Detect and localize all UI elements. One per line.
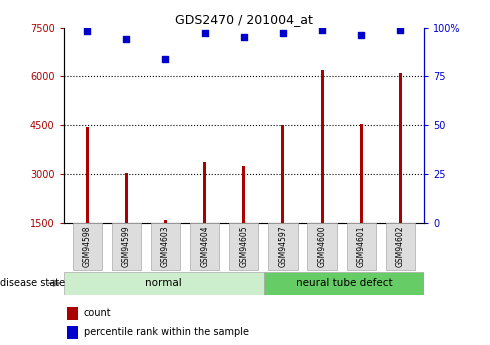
Point bbox=[279, 31, 287, 36]
Bar bbox=[320, 70, 323, 223]
Text: GSM94605: GSM94605 bbox=[239, 226, 248, 267]
Bar bbox=[86, 127, 89, 223]
Point bbox=[162, 56, 170, 61]
FancyBboxPatch shape bbox=[112, 224, 141, 270]
Point bbox=[83, 29, 91, 34]
FancyBboxPatch shape bbox=[264, 272, 424, 295]
Point bbox=[122, 37, 130, 42]
Text: GSM94599: GSM94599 bbox=[122, 226, 131, 267]
FancyBboxPatch shape bbox=[151, 224, 180, 270]
Bar bbox=[67, 307, 78, 319]
Point bbox=[357, 33, 365, 38]
Text: neural tube defect: neural tube defect bbox=[295, 278, 392, 288]
FancyBboxPatch shape bbox=[190, 224, 220, 270]
Text: GSM94598: GSM94598 bbox=[83, 226, 92, 267]
Text: GSM94601: GSM94601 bbox=[357, 226, 366, 267]
Bar bbox=[281, 125, 285, 223]
Point bbox=[318, 27, 326, 32]
Bar bbox=[125, 173, 128, 223]
Text: disease state: disease state bbox=[0, 278, 65, 288]
Bar bbox=[360, 125, 363, 223]
Text: GSM94597: GSM94597 bbox=[278, 226, 288, 267]
Text: GSM94603: GSM94603 bbox=[161, 226, 170, 267]
FancyBboxPatch shape bbox=[268, 224, 297, 270]
Text: count: count bbox=[83, 308, 111, 318]
FancyBboxPatch shape bbox=[307, 224, 337, 270]
Text: GSM94600: GSM94600 bbox=[318, 226, 326, 267]
FancyBboxPatch shape bbox=[64, 272, 264, 295]
FancyBboxPatch shape bbox=[73, 224, 102, 270]
Bar bbox=[399, 73, 402, 223]
Text: GSM94602: GSM94602 bbox=[396, 226, 405, 267]
Point bbox=[240, 34, 247, 40]
Text: normal: normal bbox=[146, 278, 182, 288]
Bar bbox=[203, 162, 206, 223]
Text: percentile rank within the sample: percentile rank within the sample bbox=[83, 327, 248, 337]
FancyBboxPatch shape bbox=[346, 224, 376, 270]
Bar bbox=[164, 220, 167, 223]
Bar bbox=[242, 166, 245, 223]
FancyBboxPatch shape bbox=[229, 224, 258, 270]
FancyBboxPatch shape bbox=[386, 224, 415, 270]
Point bbox=[396, 27, 404, 32]
Title: GDS2470 / 201004_at: GDS2470 / 201004_at bbox=[175, 13, 313, 27]
Bar bbox=[67, 326, 78, 338]
Point bbox=[201, 31, 209, 36]
Text: GSM94604: GSM94604 bbox=[200, 226, 209, 267]
